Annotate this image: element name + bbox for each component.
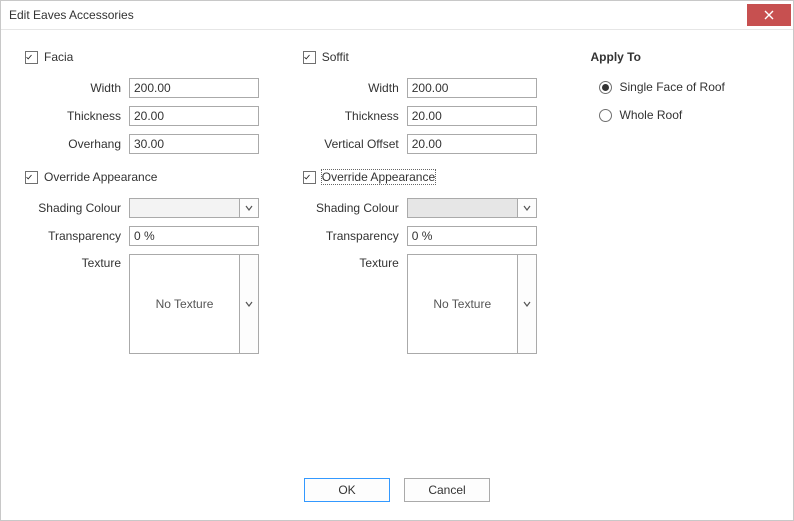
facia-overhang-label: Overhang [25,137,129,151]
apply-to-single-radio[interactable] [599,81,612,94]
facia-override-row[interactable]: Override Appearance [25,170,293,184]
chevron-down-icon [245,204,253,212]
soffit-width-label: Width [303,81,407,95]
facia-transparency-input[interactable] [129,226,259,246]
soffit-shading-label: Shading Colour [303,201,407,215]
check-icon [304,52,310,63]
dialog-button-row: OK Cancel [1,478,793,502]
facia-override-label: Override Appearance [44,170,157,184]
facia-thickness-input[interactable] [129,106,259,126]
soffit-transparency-label: Transparency [303,229,407,243]
soffit-texture-value: No Texture [408,255,517,353]
facia-shading-combo[interactable] [129,198,259,218]
facia-overhang-input[interactable] [129,134,259,154]
ok-button[interactable]: OK [304,478,390,502]
apply-to-panel: Apply To Single Face of Roof Whole Roof [591,50,770,362]
ok-button-label: OK [338,483,355,497]
titlebar: Edit Eaves Accessories [1,1,793,30]
apply-to-whole-radio[interactable] [599,109,612,122]
soffit-transparency-input[interactable] [407,226,537,246]
facia-override-checkbox[interactable] [25,171,38,184]
chevron-down-icon [245,300,253,308]
soffit-voffset-input[interactable] [407,134,537,154]
facia-checkbox-label: Facia [44,50,73,64]
dialog-body: Facia Width Thickness Overhang Override … [1,30,793,362]
facia-shading-value [130,199,239,217]
soffit-shading-combo[interactable] [407,198,537,218]
facia-panel: Facia Width Thickness Overhang Override … [25,50,293,362]
soffit-shading-value [408,199,517,217]
soffit-checkbox-label: Soffit [322,50,349,64]
facia-thickness-label: Thickness [25,109,129,123]
soffit-checkbox-row[interactable]: Soffit [303,50,571,64]
facia-width-label: Width [25,81,129,95]
close-icon [764,10,774,20]
soffit-width-input[interactable] [407,78,537,98]
check-icon [26,172,32,183]
soffit-panel: Soffit Width Thickness Vertical Offset O… [303,50,571,362]
apply-to-single-label: Single Face of Roof [620,80,725,94]
soffit-thickness-input[interactable] [407,106,537,126]
facia-width-input[interactable] [129,78,259,98]
dialog-window: Edit Eaves Accessories Facia Width Thick… [0,0,794,521]
soffit-override-label: Override Appearance [322,170,435,184]
facia-checkbox[interactable] [25,51,38,64]
dialog-title: Edit Eaves Accessories [1,8,747,22]
facia-transparency-label: Transparency [25,229,129,243]
soffit-texture-picker[interactable]: No Texture [407,254,537,354]
soffit-texture-label: Texture [303,254,407,270]
chevron-down-icon [523,204,531,212]
cancel-button[interactable]: Cancel [404,478,490,502]
soffit-checkbox[interactable] [303,51,316,64]
soffit-voffset-label: Vertical Offset [303,137,407,151]
apply-to-single-row[interactable]: Single Face of Roof [599,80,770,94]
soffit-thickness-label: Thickness [303,109,407,123]
facia-texture-value: No Texture [130,255,239,353]
facia-texture-dropdown-button[interactable] [239,255,258,353]
check-icon [304,172,310,183]
apply-to-whole-label: Whole Roof [620,108,683,122]
facia-shading-label: Shading Colour [25,201,129,215]
apply-to-whole-row[interactable]: Whole Roof [599,108,770,122]
facia-texture-picker[interactable]: No Texture [129,254,259,354]
soffit-shading-dropdown-button[interactable] [517,199,536,217]
apply-to-heading: Apply To [591,50,770,64]
soffit-override-row[interactable]: Override Appearance [303,170,571,184]
check-icon [26,52,32,63]
facia-texture-label: Texture [25,254,129,270]
facia-shading-dropdown-button[interactable] [239,199,258,217]
close-button[interactable] [747,4,791,26]
soffit-override-checkbox[interactable] [303,171,316,184]
chevron-down-icon [523,300,531,308]
cancel-button-label: Cancel [428,483,465,497]
facia-checkbox-row[interactable]: Facia [25,50,293,64]
soffit-texture-dropdown-button[interactable] [517,255,536,353]
